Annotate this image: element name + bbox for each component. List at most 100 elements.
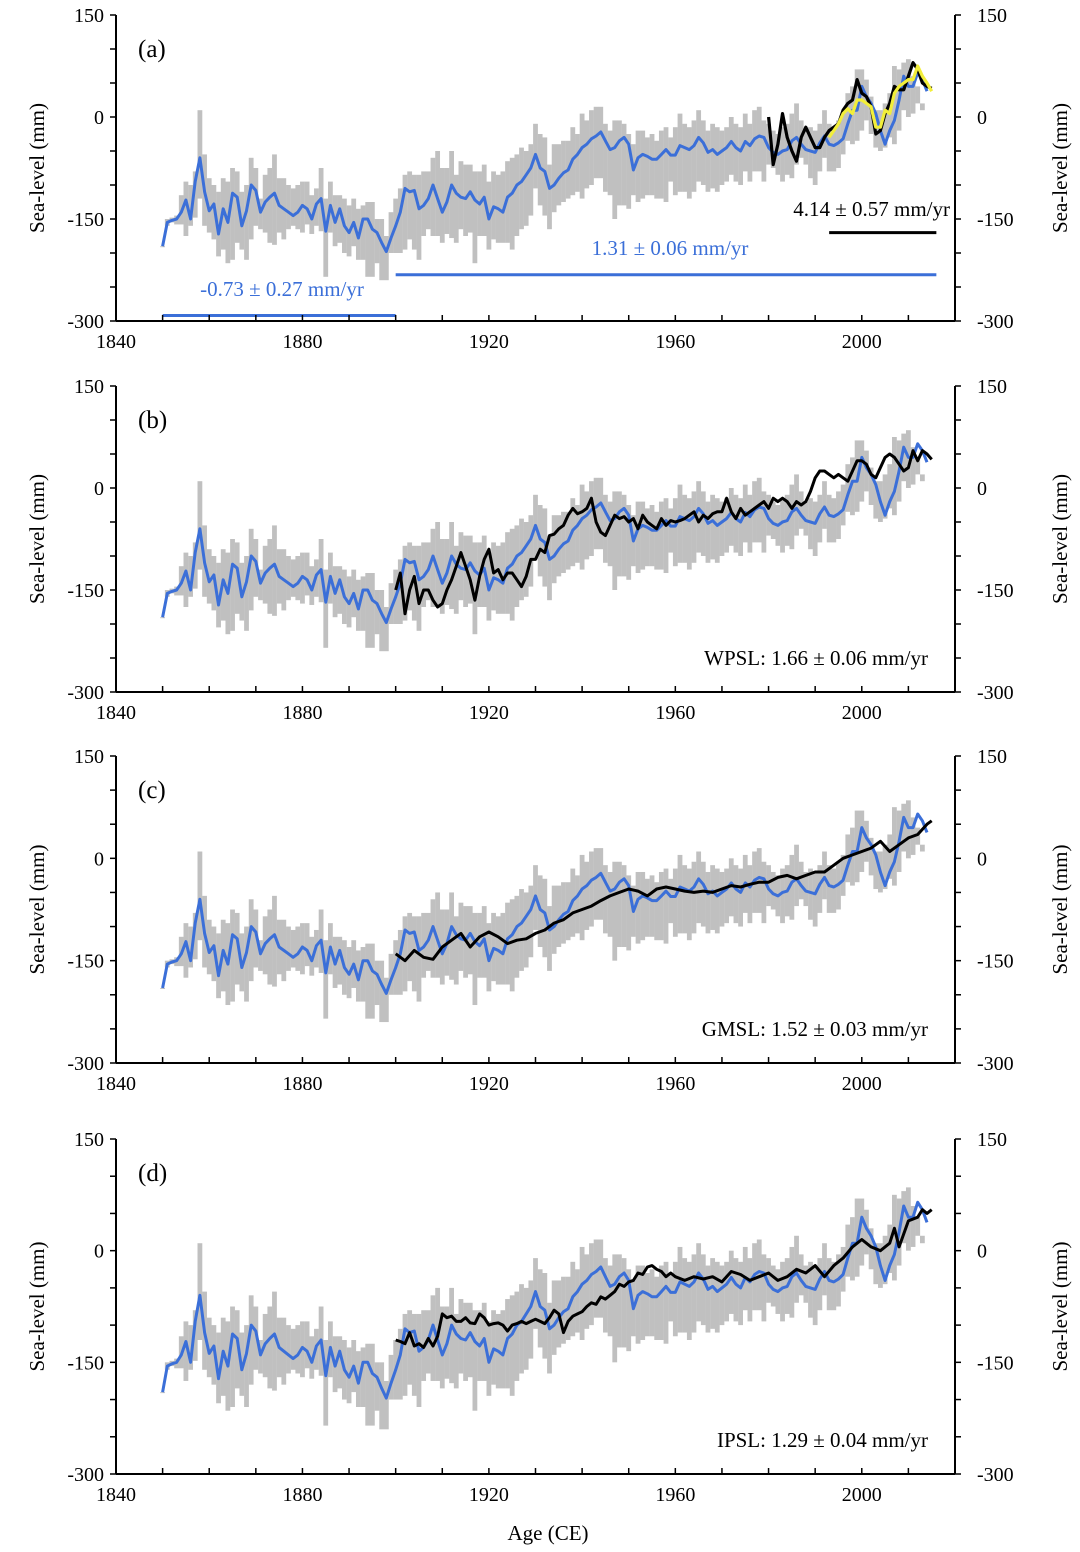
uncertainty-bar — [388, 212, 394, 253]
uncertainty-bar — [192, 912, 198, 960]
uncertainty-bar — [183, 1321, 189, 1381]
uncertainty-bar — [649, 134, 655, 196]
uncertainty-bar — [230, 909, 235, 1002]
uncertainty-bar — [859, 440, 865, 502]
uncertainty-bar — [919, 103, 925, 111]
uncertainty-bar — [719, 1265, 725, 1326]
uncertainty-bar — [416, 1313, 422, 1407]
uncertainty-bar — [612, 1254, 618, 1363]
uncertainty-bar — [337, 195, 343, 243]
uncertainty-bar — [383, 607, 389, 652]
uncertainty-bar — [411, 1313, 417, 1396]
uncertainty-bar — [500, 1310, 506, 1389]
uncertainty-bar — [691, 1254, 697, 1333]
uncertainty-bar — [472, 171, 478, 264]
uncertainty-bar — [691, 491, 697, 563]
uncertainty-bar — [374, 590, 380, 635]
uncertainty-bar — [700, 491, 706, 556]
y-tick-label: 150 — [74, 376, 104, 398]
uncertainty-bar — [710, 123, 716, 189]
uncertainty-bar — [248, 528, 254, 611]
uncertainty-bar — [551, 515, 557, 584]
uncertainty-bar — [919, 844, 925, 852]
uncertainty-bar — [910, 76, 916, 114]
uncertainty-bar — [873, 481, 879, 519]
uncertainty-bar — [160, 246, 166, 248]
uncertainty-bar — [882, 1235, 888, 1285]
uncertainty-bar — [472, 1310, 478, 1411]
uncertainty-bar — [728, 858, 734, 917]
uncertainty-bar — [519, 1284, 524, 1374]
uncertainty-bar — [547, 1302, 552, 1374]
uncertainty-bar — [677, 113, 683, 192]
uncertainty-bar — [738, 127, 743, 185]
y-axis-title-right: Sea-level (mm) — [1048, 1241, 1072, 1371]
uncertainty-bar — [733, 1258, 739, 1322]
uncertainty-bar — [798, 861, 804, 900]
uncertainty-bar — [789, 854, 795, 920]
uncertainty-bar — [244, 185, 249, 260]
uncertainty-bar — [258, 940, 263, 971]
x-tick-label: 1960 — [655, 702, 695, 724]
uncertainty-bar — [304, 181, 310, 225]
uncertainty-bar — [696, 851, 702, 924]
uncertainty-bar — [528, 885, 534, 958]
uncertainty-bar — [635, 130, 641, 202]
uncertainty-bar — [612, 491, 618, 590]
uncertainty-bar — [383, 1380, 389, 1430]
uncertainty-bar — [584, 120, 590, 189]
uncertainty-bar — [160, 1392, 166, 1394]
uncertainty-bar — [719, 130, 725, 185]
uncertainty-bar — [234, 1310, 240, 1389]
uncertainty-bar — [360, 205, 366, 260]
uncertainty-bar — [523, 522, 529, 597]
uncertainty-bar — [402, 916, 408, 992]
uncertainty-bar — [733, 865, 739, 924]
uncertainty-bar — [575, 134, 580, 192]
uncertainty-bar — [682, 123, 688, 192]
uncertainty-bar — [593, 1239, 599, 1318]
uncertainty-bar — [770, 1265, 776, 1307]
uncertainty-bar — [672, 498, 678, 567]
uncertainty-bar — [258, 1340, 263, 1374]
uncertainty-bar — [472, 542, 478, 635]
uncertainty-bar — [845, 834, 851, 883]
uncertainty-bar — [509, 157, 515, 250]
uncertainty-bar — [607, 871, 613, 937]
uncertainty-bar — [794, 474, 799, 536]
uncertainty-bar — [579, 484, 585, 570]
uncertainty-bar — [812, 871, 818, 927]
uncertainty-bar — [654, 882, 660, 941]
uncertainty-bar — [738, 1261, 743, 1326]
y-tick-label-right: 150 — [977, 1129, 1007, 1151]
uncertainty-bar — [822, 481, 827, 529]
uncertainty-bar — [272, 154, 277, 245]
uncertainty-bar — [551, 144, 557, 213]
uncertainty-bar — [826, 1258, 832, 1311]
uncertainty-bar — [374, 1362, 380, 1411]
uncertainty-bar — [267, 168, 273, 243]
y-tick-label-right: -150 — [977, 580, 1014, 602]
uncertainty-bar — [728, 1250, 734, 1314]
uncertainty-bar — [663, 1261, 669, 1344]
x-tick-label: 1880 — [282, 1484, 322, 1506]
uncertainty-bar — [379, 1362, 385, 1430]
uncertainty-bar — [808, 498, 813, 550]
uncertainty-bar — [826, 494, 832, 543]
uncertainty-bar — [686, 1261, 692, 1340]
y-axis-title-left: Sea-level (mm) — [25, 474, 49, 604]
uncertainty-bar — [738, 498, 743, 556]
uncertainty-bar — [640, 130, 646, 199]
uncertainty-bar — [584, 861, 590, 930]
uncertainty-bar — [216, 191, 221, 257]
uncertainty-bar — [388, 1354, 394, 1400]
uncertainty-bar — [822, 110, 827, 158]
uncertainty-bar — [714, 1261, 720, 1333]
uncertainty-bar — [244, 926, 249, 1002]
uncertainty-bar — [691, 120, 697, 192]
panel-label: (a) — [138, 36, 166, 63]
uncertainty-bar — [915, 86, 921, 104]
uncertainty-bar — [668, 878, 674, 924]
x-tick-label: 1880 — [282, 331, 322, 353]
uncertainty-bar — [901, 803, 907, 852]
